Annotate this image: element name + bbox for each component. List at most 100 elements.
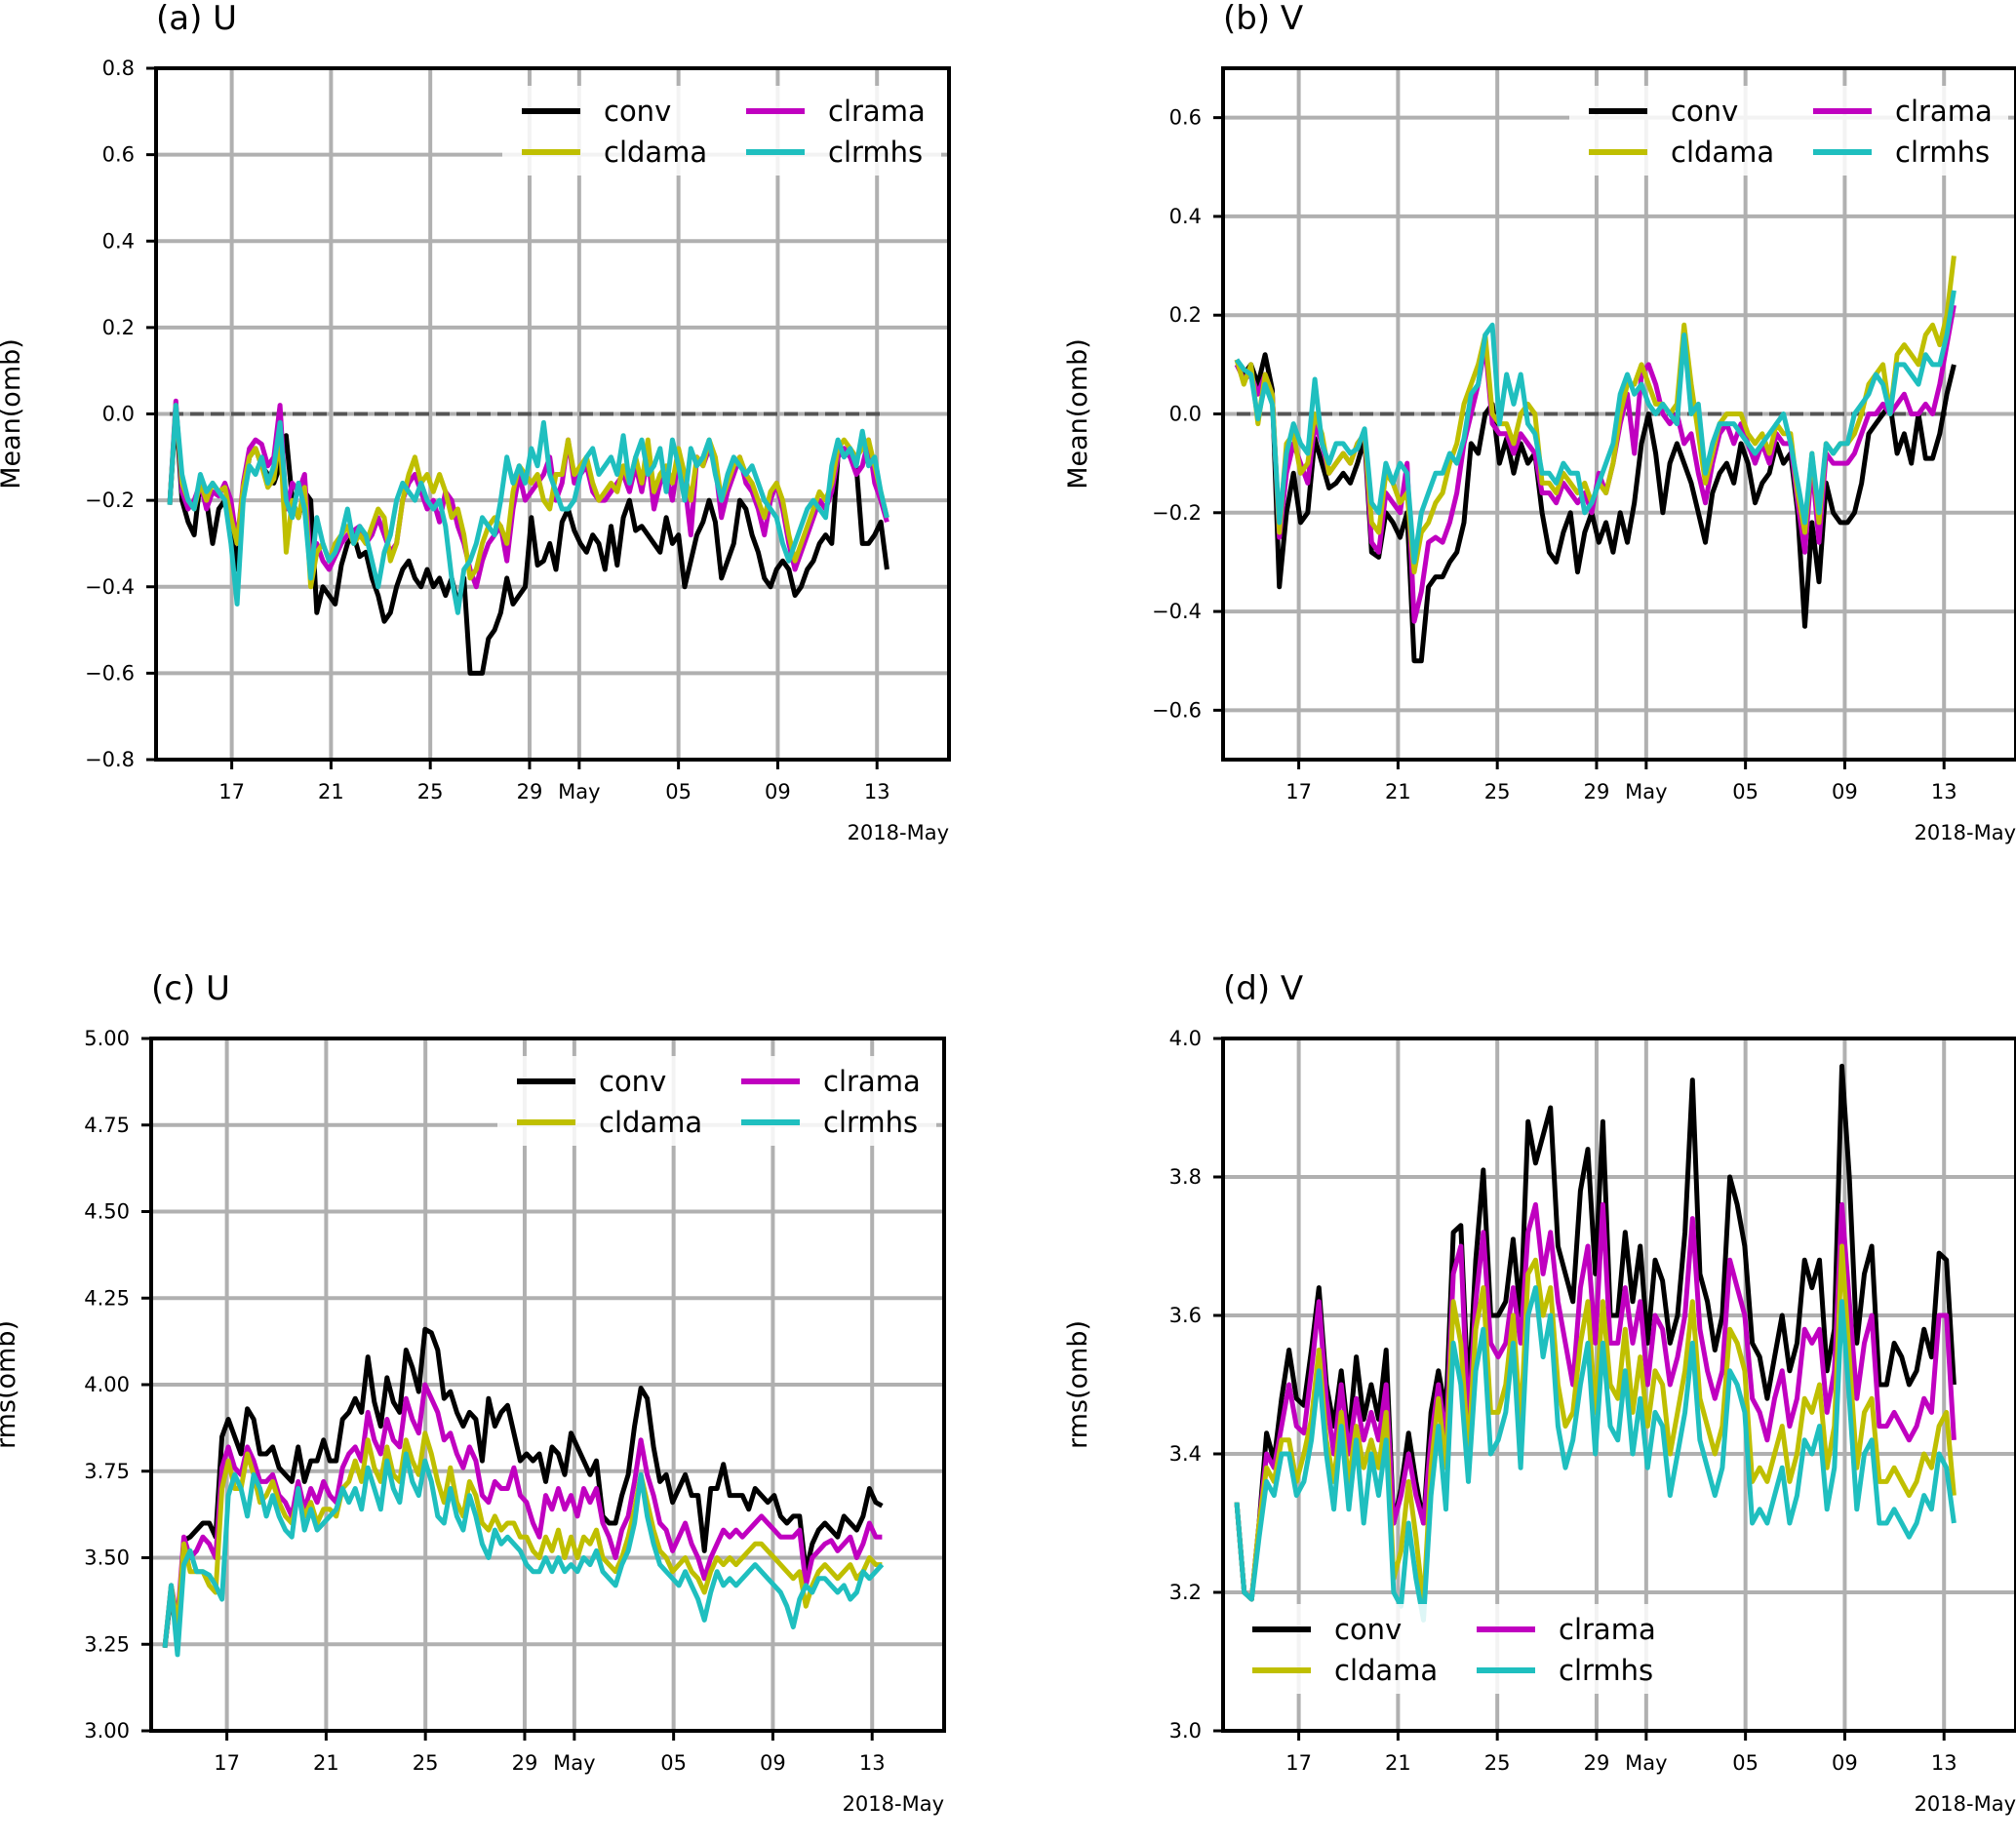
series-line-conv: [162, 1326, 884, 1649]
x-tick-label: 09: [1832, 1751, 1858, 1775]
legend-label-clrmhs: clrmhs: [1559, 1654, 1653, 1687]
legend-label-conv: conv: [604, 95, 671, 128]
x-tick-label: 05: [660, 1751, 687, 1775]
x-tick-label: 17: [218, 780, 245, 803]
chart-panel-4: 3.0 3.2 3.4 3.6 3.8 4.0 17 21 25 29 May 05 09 13 2018-…: [1063, 969, 2016, 1816]
legend-label-clrama: clrama: [823, 1065, 921, 1098]
y-tick-label: −0.2: [85, 489, 135, 512]
y-axis-label: rms(omb): [0, 1320, 21, 1449]
x-tick-label: 17: [1285, 780, 1312, 803]
series-line-clrmhs: [1234, 290, 1957, 565]
x-tick-label: 17: [1285, 1751, 1312, 1775]
x-tick-label: 29: [1584, 780, 1610, 803]
y-tick-label: 0.0: [1169, 403, 1202, 426]
y-tick-label: 3.8: [1169, 1165, 1202, 1189]
y-tick-label: 0.8: [102, 57, 135, 80]
y-tick-label: 0.2: [102, 316, 135, 339]
y-tick-label: 0.4: [1169, 205, 1202, 228]
legend-label-conv: conv: [1671, 95, 1738, 128]
x-tick-label: 21: [1385, 1751, 1411, 1775]
panel-title: (a) U: [156, 0, 237, 38]
series-line-clrmhs: [1234, 1285, 1957, 1623]
x-tick-label: 21: [1385, 780, 1411, 803]
legend-label-clrama: clrama: [828, 95, 926, 128]
y-tick-label: 5.00: [84, 1027, 130, 1050]
x-tick-label: 05: [1732, 780, 1759, 803]
panel-title: (d) V: [1223, 969, 1303, 1008]
x-tick-label: 13: [1931, 780, 1957, 803]
x-tick-label: May: [1625, 780, 1667, 803]
series-line-cldama: [162, 1430, 883, 1649]
legend: conv cldama clrama clrmhs: [502, 86, 941, 176]
x-tick-label: 29: [517, 780, 543, 803]
y-tick-label: 0.0: [102, 403, 135, 426]
legend-label-clrmhs: clrmhs: [823, 1106, 918, 1139]
date-label: 2018-May: [1915, 1792, 2016, 1816]
x-tick-label: 29: [1584, 1751, 1610, 1775]
legend: conv cldama clrama clrmhs: [497, 1056, 936, 1146]
x-tick-label: 05: [665, 780, 692, 803]
legend-box: [502, 86, 941, 176]
y-tick-label: 3.4: [1169, 1442, 1202, 1466]
x-tick-label: 09: [760, 1751, 786, 1775]
series-line-clrama: [162, 1382, 883, 1649]
date-label: 2018-May: [1915, 821, 2016, 844]
chart-panel-1: −0.8 −0.6 −0.4 −0.2 0.0 0.2 0.4 0.6 0.8 17 21 25 29 M…: [0, 0, 951, 844]
panel-title: (c) U: [151, 969, 230, 1008]
y-tick-label: 4.25: [84, 1286, 130, 1310]
x-tick-label: 25: [417, 780, 444, 803]
legend-label-clrama: clrama: [1895, 95, 1993, 128]
y-axis-label: Mean(omb): [0, 338, 26, 490]
y-tick-label: 3.75: [84, 1460, 130, 1483]
legend-label-cldama: cldama: [1671, 136, 1774, 169]
x-tick-label: 21: [313, 1751, 339, 1775]
y-tick-label: 0.4: [102, 229, 135, 253]
legend-box: [497, 1056, 936, 1146]
x-tick-label: 25: [1484, 1751, 1511, 1775]
y-tick-label: 3.25: [84, 1632, 130, 1656]
y-tick-label: 3.00: [84, 1719, 130, 1743]
x-tick-label: 29: [512, 1751, 538, 1775]
legend: conv cldama clrama clrmhs: [1569, 86, 2008, 176]
y-tick-label: −0.2: [1152, 501, 1202, 525]
legend-box: [1233, 1604, 1672, 1694]
series-line-clrmhs: [162, 1451, 885, 1658]
chart-panel-3: 3.00 3.25 3.50 3.75 4.00 4.25 4.50 4.75 5.00 17 21…: [0, 969, 946, 1816]
legend-box: [1569, 86, 2008, 176]
x-tick-label: 09: [765, 780, 791, 803]
y-tick-label: 4.50: [84, 1200, 130, 1224]
series-line-conv: [1234, 352, 1957, 664]
x-tick-label: 13: [864, 780, 890, 803]
y-tick-label: 4.0: [1169, 1027, 1202, 1050]
x-tick-label: May: [558, 780, 600, 803]
y-axis-label: rms(omb): [1063, 1320, 1093, 1449]
x-tick-label: May: [1625, 1751, 1667, 1775]
series-line-clrama: [167, 398, 889, 590]
panel-title: (b) V: [1223, 0, 1303, 38]
x-tick-label: 25: [1484, 780, 1511, 803]
plot-frame: [1221, 1037, 2016, 1733]
y-tick-label: 4.75: [84, 1114, 130, 1137]
y-tick-label: 3.0: [1169, 1719, 1202, 1743]
y-tick-label: −0.6: [1152, 698, 1202, 722]
y-tick-label: 3.50: [84, 1547, 130, 1570]
x-tick-label: 13: [859, 1751, 886, 1775]
date-label: 2018-May: [848, 821, 949, 844]
legend-label-cldama: cldama: [599, 1106, 702, 1139]
y-tick-label: −0.8: [85, 748, 135, 771]
x-tick-label: 09: [1832, 780, 1858, 803]
legend-label-clrmhs: clrmhs: [828, 136, 923, 169]
legend-label-cldama: cldama: [1334, 1654, 1438, 1687]
series-line-conv: [167, 407, 889, 676]
y-axis-label: Mean(omb): [1063, 338, 1093, 490]
y-tick-label: 4.00: [84, 1373, 130, 1396]
x-tick-label: 13: [1931, 1751, 1957, 1775]
legend-label-conv: conv: [1334, 1613, 1402, 1646]
y-tick-label: −0.6: [85, 661, 135, 685]
date-label: 2018-May: [843, 1792, 944, 1816]
x-tick-label: 05: [1732, 1751, 1759, 1775]
y-tick-label: −0.4: [85, 575, 135, 599]
series-line-clrmhs: [167, 403, 889, 615]
legend-label-conv: conv: [599, 1065, 666, 1098]
